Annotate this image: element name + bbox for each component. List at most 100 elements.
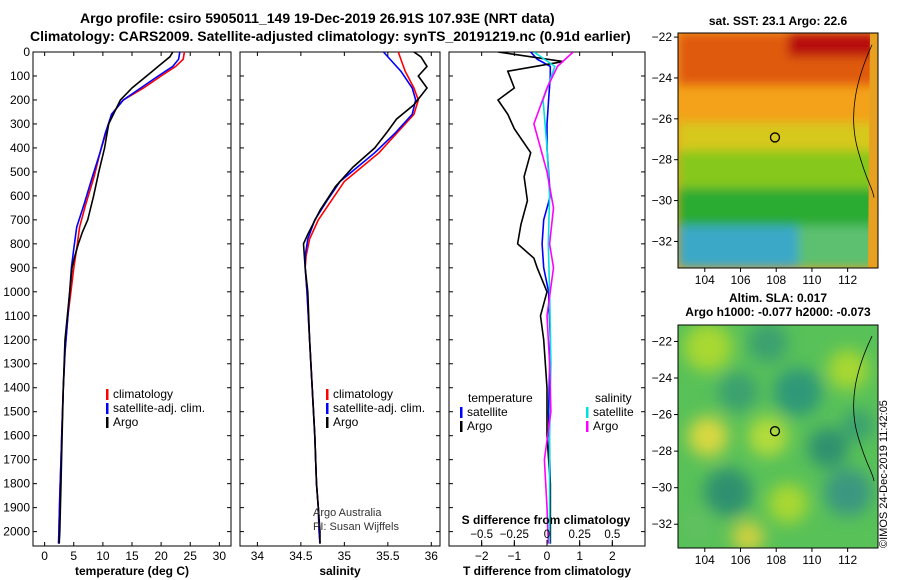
sla-anomaly-blob xyxy=(808,427,848,468)
map-y-tick-label: −30 xyxy=(652,194,673,208)
legend-title-salinity: salinity xyxy=(595,391,632,405)
x-tick-label: 36 xyxy=(425,549,439,563)
map-y-tick-label: −28 xyxy=(652,153,673,167)
y-tick-label: 1800 xyxy=(3,477,30,491)
x-tick-label: 5 xyxy=(70,549,77,563)
series-line-s-argo xyxy=(533,52,574,544)
map-frame xyxy=(677,324,879,549)
plot-frame xyxy=(239,51,441,547)
legend-swatch xyxy=(106,403,109,414)
x-tick-label: 2 xyxy=(609,549,616,563)
series-group xyxy=(302,52,429,544)
x-tick-label: 10 xyxy=(96,549,110,563)
legend-swatch xyxy=(586,407,589,418)
y-tick-label: 1200 xyxy=(3,333,30,347)
sla-anomaly-blob xyxy=(842,409,874,442)
sst-map-title: sat. SST: 23.1 Argo: 22.6 xyxy=(709,14,848,28)
map-panel-2: 104 106 108 110 112 −22 −24 −26 −28 −30 −32 xyxy=(652,324,879,567)
sla-anomaly-blob xyxy=(748,325,788,363)
y-tick-label: 1700 xyxy=(3,453,30,467)
map-y-tick-label: −32 xyxy=(652,517,673,531)
sla-anomaly-blob xyxy=(732,520,764,548)
profile-panel-3: −2 −1 0 1 2T difference from climatology −0.5… xyxy=(448,51,646,578)
map-x-tick-label: 106 xyxy=(730,273,750,287)
legend-title-temperature: temperature xyxy=(468,391,533,405)
sla-anomaly-blob xyxy=(768,483,808,524)
legend-label: Argo xyxy=(333,415,359,429)
map-panel-1: 104 106 108 110 112 −22 −24 −26 −28 −30 −32 xyxy=(652,30,879,287)
x2-tick-label: 0 xyxy=(544,529,550,541)
map-x-tick-label: 110 xyxy=(802,553,821,567)
y-tick-label: 0 xyxy=(23,45,30,59)
y-tick-label: 600 xyxy=(10,189,30,203)
x-tick-label: 15 xyxy=(125,549,139,563)
y-tick-label: 1900 xyxy=(3,501,30,515)
legend-swatch xyxy=(326,389,329,400)
legend-label: satellite xyxy=(593,405,634,419)
map-x-tick-label: 108 xyxy=(766,273,786,287)
legend-swatch xyxy=(326,403,329,414)
y-tick-label: 800 xyxy=(10,237,30,251)
x2-axis-label: S difference from climatology xyxy=(462,513,631,527)
y-tick-label: 700 xyxy=(10,213,30,227)
sst-blurred-field xyxy=(678,33,878,268)
legend-label: Argo xyxy=(467,419,493,433)
title-line-2: Climatology: CARS2009. Satellite-adjuste… xyxy=(30,28,631,44)
map-x-tick-label: 112 xyxy=(838,273,857,287)
argo-position-marker xyxy=(769,132,781,143)
legend-swatch xyxy=(586,421,589,432)
y-tick-label: 900 xyxy=(10,261,30,275)
land-edge xyxy=(868,33,878,268)
map-y-tick-label: −22 xyxy=(652,30,673,44)
map-frame xyxy=(677,32,879,269)
argo-position-marker xyxy=(769,426,781,437)
legend-label: Argo xyxy=(113,415,139,429)
x2-tick-label: 0.5 xyxy=(604,529,620,541)
map-y-tick-label: −26 xyxy=(652,408,673,422)
legend-swatch xyxy=(460,407,463,418)
sla-anomaly-blob xyxy=(684,325,732,372)
sla-anomaly-blob xyxy=(828,349,868,390)
legend-label: Argo xyxy=(593,419,619,433)
x-tick-label: 34.5 xyxy=(289,549,313,563)
y-tick-label: 300 xyxy=(10,117,30,131)
title-line-1: Argo profile: csiro 5905011_149 19-Dec-2… xyxy=(80,10,555,26)
map-y-tick-label: −24 xyxy=(652,71,673,85)
map-x-tick-label: 112 xyxy=(838,553,857,567)
y-tick-label: 2000 xyxy=(3,525,30,539)
profile-panel-2: 34 34.5 35 35.5 36 salinity climatologysatelli… xyxy=(239,51,441,578)
sst-band-hot xyxy=(788,33,878,57)
annotation-text: PI: Susan Wijffels xyxy=(313,521,399,533)
legend-label: satellite-adj. clim. xyxy=(113,401,205,415)
map-y-tick-label: −32 xyxy=(652,234,673,248)
plot-frame xyxy=(32,51,232,547)
x-tick-label: 1 xyxy=(576,549,583,563)
y-tick-label: 1000 xyxy=(3,285,30,299)
series-line-argo xyxy=(302,52,429,544)
sla-anomaly-blob xyxy=(704,468,752,517)
x-tick-label: 20 xyxy=(154,549,168,563)
sla-anomaly-blob xyxy=(682,509,714,542)
x2-tick-label: −0.25 xyxy=(500,529,529,541)
legend-swatch xyxy=(106,417,109,428)
x-tick-label: 0 xyxy=(544,549,551,563)
x-tick-label: 25 xyxy=(184,549,198,563)
legend-label: satellite-adj. clim. xyxy=(333,401,425,415)
sla-map-title: Altim. SLA: 0.017 xyxy=(729,291,827,305)
y-tick-label: 1300 xyxy=(3,357,30,371)
legend-swatch xyxy=(106,389,109,400)
x-tick-label: 0 xyxy=(41,549,48,563)
x-tick-label: 30 xyxy=(213,549,227,563)
map-x-tick-label: 104 xyxy=(695,273,715,287)
sla-anomaly-blob xyxy=(774,367,822,416)
legend-label: climatology xyxy=(333,387,393,401)
annotation-text: Argo Australia xyxy=(313,507,382,519)
sla-blurred-field xyxy=(682,325,874,548)
legend-label: satellite xyxy=(467,405,508,419)
profile-panel-1: 0100200300400500600700800900100011001200… xyxy=(3,45,232,578)
map-field xyxy=(678,33,878,268)
series-line-t-argo xyxy=(496,52,564,544)
map-y-tick-label: −28 xyxy=(652,444,673,458)
legend-label: climatology xyxy=(113,387,173,401)
y-tick-label: 1100 xyxy=(4,309,30,323)
